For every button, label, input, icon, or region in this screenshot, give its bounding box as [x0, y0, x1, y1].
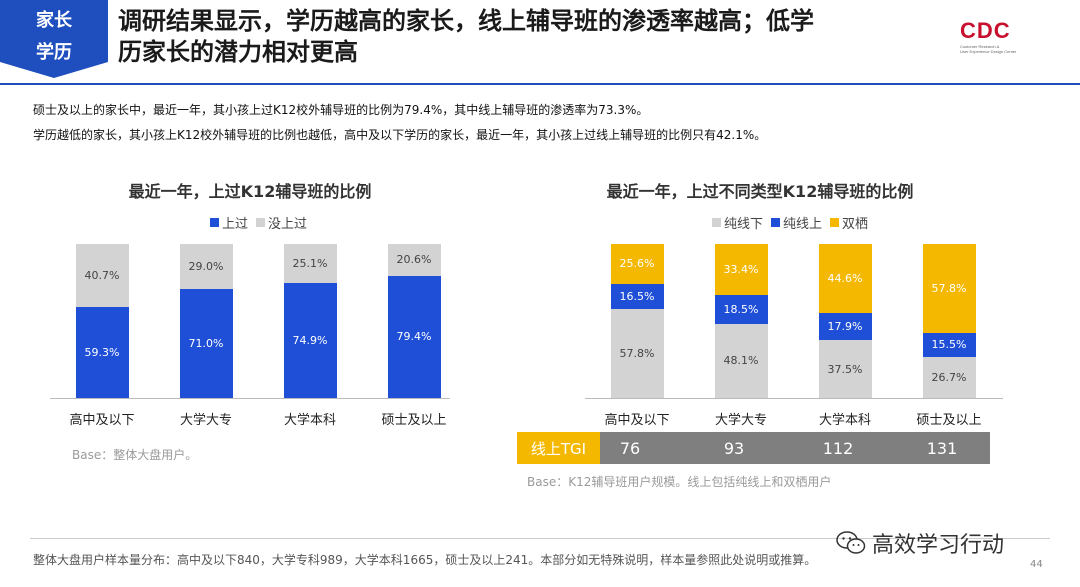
- tgi-label: 线上TGI: [517, 432, 600, 464]
- wechat-icon: [836, 531, 866, 554]
- logo-sub1: Customer Research &: [960, 44, 1000, 49]
- page-title: 调研结果显示，学历越高的家长，线上辅导班的渗透率越高；低学 历家长的潜力相对更高: [118, 6, 918, 68]
- legend-label: 纯线上: [783, 217, 823, 232]
- tgi-value: 76: [619, 438, 641, 458]
- legend-swatch: [712, 218, 721, 227]
- legend-swatch: [210, 218, 219, 227]
- bar-segment-纯线上: 18.5%: [714, 295, 768, 324]
- data-label: 18.5%: [723, 303, 759, 317]
- data-label: 17.9%: [827, 319, 863, 333]
- legend-label: 上过: [222, 217, 249, 232]
- category-label: 硕士及以上: [916, 413, 982, 428]
- bar-segment-上过: 59.3%: [75, 306, 129, 398]
- right-chart-legend: 纯线下 纯线上 双栖: [712, 213, 868, 232]
- bar-segment-上过: 74.9%: [283, 282, 337, 398]
- legend-label: 没上过: [268, 217, 308, 232]
- bar-segment-双栖: 25.6%: [610, 244, 664, 284]
- category-label: 大学本科: [283, 413, 336, 428]
- data-label: 40.7%: [84, 268, 120, 282]
- bar-segment-纯线上: 17.9%: [818, 312, 872, 341]
- section-tag-line2: 学历: [36, 42, 72, 63]
- logo-sub2: User Experience Design Center: [960, 49, 1017, 54]
- left-chart-axis: [50, 398, 450, 399]
- category-label: 高中及以下: [604, 413, 670, 428]
- bar-segment-双栖: 57.8%: [922, 244, 976, 334]
- tgi-value: 112: [822, 438, 854, 458]
- bar-segment-没上过: 25.1%: [283, 244, 337, 283]
- legend-label: 纯线下: [724, 217, 764, 232]
- legend-label: 双栖: [842, 217, 869, 232]
- header-divider: [0, 83, 1080, 85]
- bar-segment-上过: 71.0%: [179, 288, 233, 398]
- data-label: 71.0%: [188, 336, 224, 350]
- bar-segment-纯线上: 15.5%: [922, 333, 976, 357]
- data-label: 15.5%: [931, 338, 967, 352]
- watermark-text: 高效学习行动: [872, 533, 1005, 558]
- bar-segment-没上过: 29.0%: [179, 244, 233, 289]
- tgi-value: 131: [926, 438, 958, 458]
- bar-segment-纯线下: 57.8%: [610, 309, 664, 398]
- summary-note-2: 学历越低的家长，其小孩上K12校外辅导班的比例也越低，高中及以下学历的家长，最近…: [33, 128, 767, 142]
- data-label: 79.4%: [396, 330, 432, 344]
- tgi-value: 93: [723, 438, 745, 458]
- legend-item-attended: 上过: [210, 213, 248, 232]
- data-label: 48.1%: [723, 354, 759, 368]
- bar-segment-纯线上: 16.5%: [610, 283, 664, 309]
- footer-note: 整体大盘用户样本量分布：高中及以下840，大学专科989，大学本科1665，硕士…: [33, 553, 817, 567]
- category-label: 硕士及以上: [381, 413, 447, 428]
- left-chart-title: 最近一年，上过K12辅导班的比例: [128, 182, 372, 201]
- logo-text: CDC: [960, 18, 1011, 43]
- section-tag-shape: [0, 0, 108, 78]
- watermark: 高效学习行动: [836, 527, 1004, 559]
- bar-segment-没上过: 40.7%: [75, 244, 129, 307]
- right-chart-title: 最近一年，上过不同类型K12辅导班的比例: [606, 182, 914, 201]
- page-title-line1: 调研结果显示，学历越高的家长，线上辅导班的渗透率越高；低学: [118, 7, 814, 35]
- data-label: 37.5%: [827, 362, 863, 376]
- data-label: 20.6%: [396, 253, 432, 267]
- bar-segment-上过: 79.4%: [387, 275, 441, 398]
- page-title-line2: 历家长的潜力相对更高: [118, 38, 358, 66]
- legend-swatch: [771, 218, 781, 227]
- section-tag-line1: 家长: [36, 10, 72, 31]
- legend-item-both: 双栖: [830, 213, 868, 232]
- bar-segment-双栖: 44.6%: [818, 244, 872, 313]
- bar-segment-双栖: 33.4%: [714, 244, 768, 296]
- right-chart-axis: [585, 398, 1003, 399]
- right-chart-base-note: Base：K12辅导班用户规模。线上包括纯线上和双栖用户: [527, 475, 832, 489]
- data-label: 25.1%: [292, 256, 328, 270]
- bar-segment-纯线下: 48.1%: [714, 323, 768, 398]
- category-label: 大学大专: [714, 413, 767, 428]
- category-label: 高中及以下: [69, 413, 135, 428]
- left-chart-legend: 上过 没上过: [210, 213, 307, 232]
- summary-note-1: 硕士及以上的家长中，最近一年，其小孩上过K12校外辅导班的比例为79.4%，其中…: [33, 103, 649, 117]
- data-label: 26.7%: [931, 370, 967, 384]
- data-label: 59.3%: [84, 345, 120, 359]
- legend-swatch: [256, 218, 266, 227]
- data-label: 44.6%: [827, 271, 863, 285]
- right-chart-plot: 57.8% 16.5% 25.6% 48.1% 18.5% 33.4% 37.5% 17.9%…: [585, 244, 1003, 398]
- left-chart-base-note: Base：整体大盘用户。: [72, 448, 198, 462]
- footer-divider: [30, 538, 1050, 539]
- bar-segment-纯线下: 37.5%: [818, 340, 872, 398]
- legend-item-online: 纯线上: [771, 213, 822, 232]
- section-tag: 家长 学历: [0, 0, 108, 78]
- category-label: 大学大专: [179, 413, 232, 428]
- bar-segment-没上过: 20.6%: [387, 244, 441, 276]
- bar-segment-纯线下: 26.7%: [922, 356, 976, 398]
- data-label: 57.8%: [619, 347, 655, 360]
- legend-item-offline: 纯线下: [712, 213, 763, 232]
- data-label: 74.9%: [292, 333, 328, 347]
- data-label: 33.4%: [723, 263, 759, 277]
- data-label: 57.8%: [931, 282, 967, 296]
- left-chart-plot: 59.3% 40.7% 71.0% 29.0% 74.9% 25.1% 79.4% 20.6%: [50, 244, 450, 398]
- tgi-row: 线上TGI 76 93 112 131: [517, 432, 990, 464]
- page-number: 44: [1030, 559, 1043, 570]
- data-label: 29.0%: [188, 259, 224, 273]
- data-label: 25.6%: [619, 257, 655, 271]
- category-label: 大学本科: [818, 413, 871, 428]
- cdc-logo: CDC Customer Research & User Experience …: [960, 18, 1040, 68]
- legend-item-not-attended: 没上过: [256, 213, 307, 232]
- legend-swatch: [830, 218, 840, 227]
- data-label: 16.5%: [619, 289, 655, 303]
